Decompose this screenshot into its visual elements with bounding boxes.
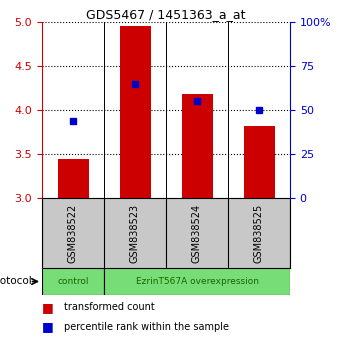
Text: GSM838523: GSM838523 xyxy=(130,204,140,263)
Bar xyxy=(182,94,212,198)
Text: GSM838525: GSM838525 xyxy=(254,204,264,263)
Text: EzrinT567A overexpression: EzrinT567A overexpression xyxy=(136,277,258,286)
Bar xyxy=(57,159,88,198)
Text: ■: ■ xyxy=(42,320,54,333)
Bar xyxy=(243,126,274,198)
Text: percentile rank within the sample: percentile rank within the sample xyxy=(64,321,229,332)
Text: ■: ■ xyxy=(42,301,54,314)
Text: GSM838522: GSM838522 xyxy=(68,204,78,263)
Text: GSM838524: GSM838524 xyxy=(192,204,202,263)
Bar xyxy=(104,268,290,295)
Bar xyxy=(119,27,151,198)
Text: transformed count: transformed count xyxy=(64,302,155,312)
Bar xyxy=(42,268,104,295)
Text: protocol: protocol xyxy=(0,276,32,286)
Text: control: control xyxy=(57,277,89,286)
Title: GDS5467 / 1451363_a_at: GDS5467 / 1451363_a_at xyxy=(86,8,246,21)
